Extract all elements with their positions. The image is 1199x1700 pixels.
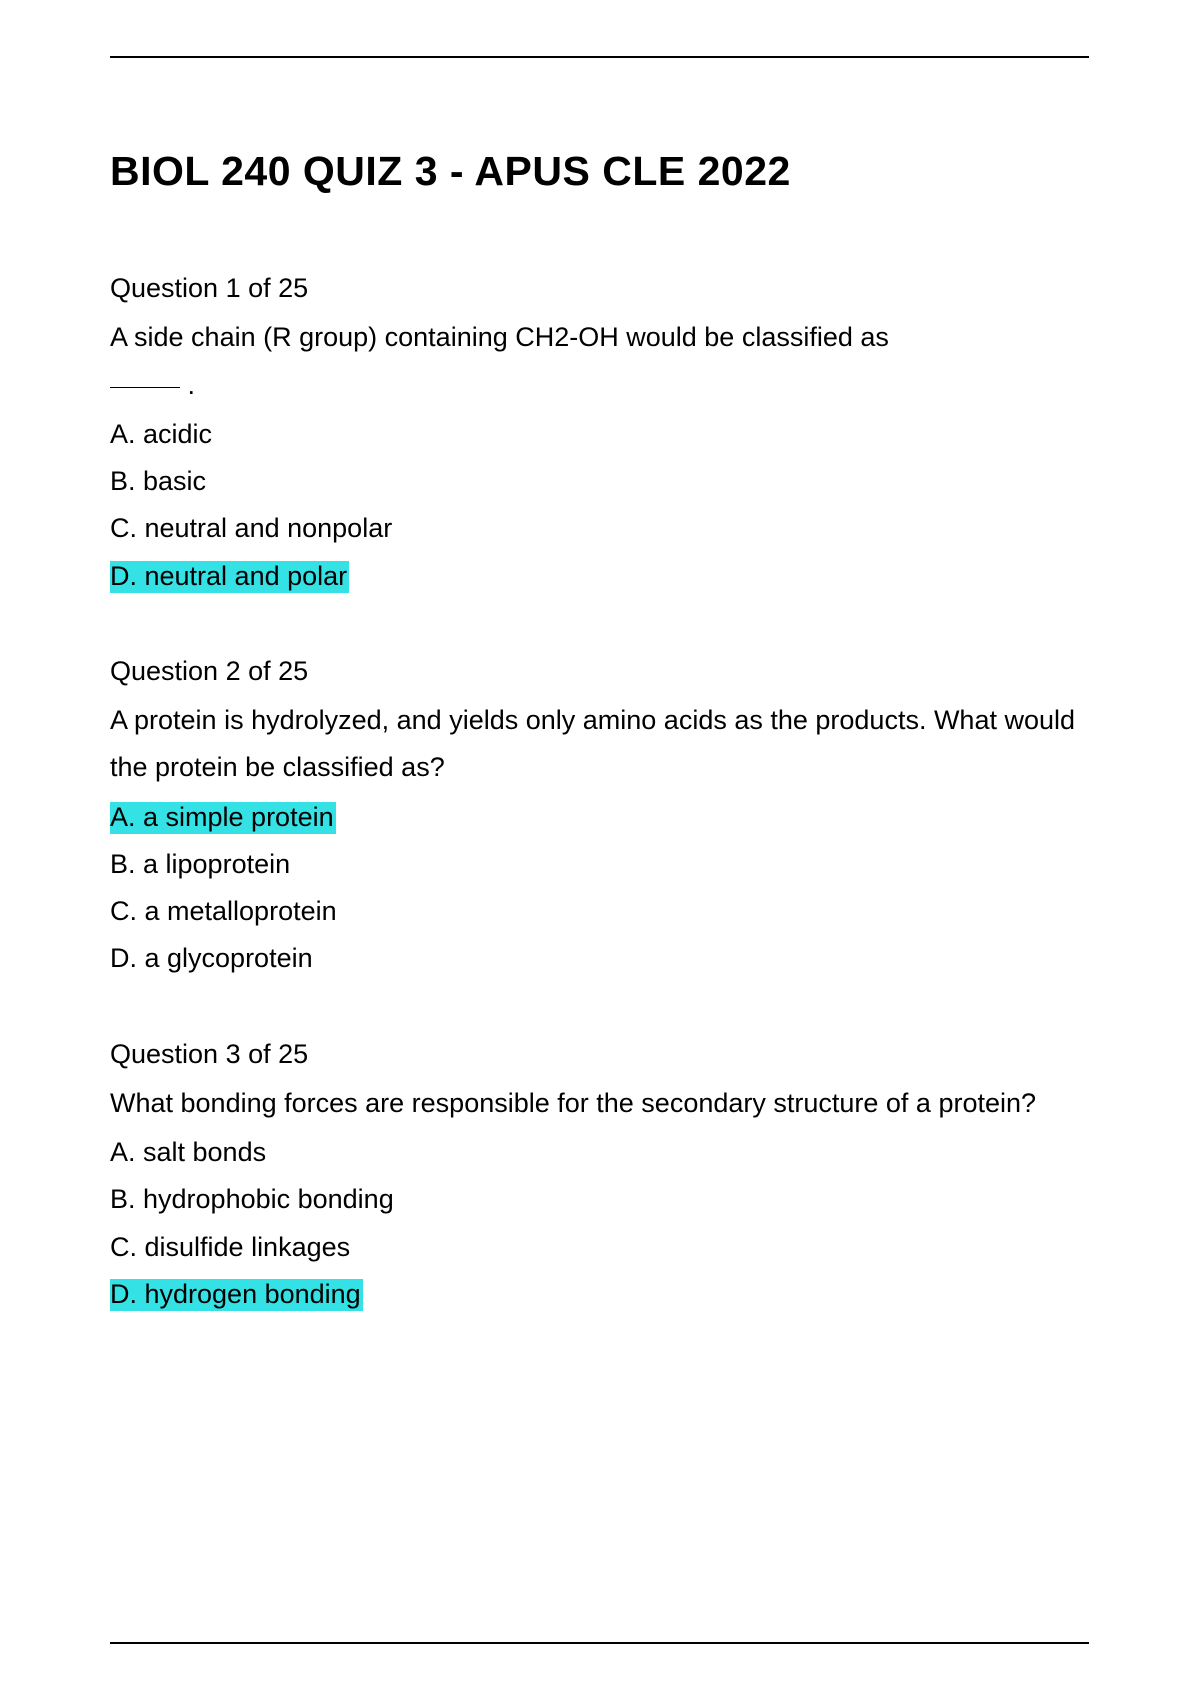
option-label: C. neutral and nonpolar [110, 513, 392, 543]
option: A. a simple protein [110, 794, 1089, 841]
option-label-highlighted: D. neutral and polar [110, 561, 349, 593]
option-label: B. basic [110, 466, 206, 496]
option-label: A. salt bonds [110, 1137, 266, 1167]
question-header: Question 3 of 25 [110, 1031, 1089, 1078]
question-text: A protein is hydrolyzed, and yields only… [110, 697, 1089, 792]
option: C. a metalloprotein [110, 888, 1089, 935]
option: B. basic [110, 458, 1089, 505]
question-text: What bonding forces are responsible for … [110, 1080, 1089, 1127]
question-block: Question 1 of 25 A side chain (R group) … [110, 265, 1089, 600]
question-text-after: . [180, 370, 195, 400]
option-label: B. a lipoprotein [110, 849, 290, 879]
option: D. hydrogen bonding [110, 1271, 1089, 1318]
content-area: Question 1 of 25 A side chain (R group) … [110, 265, 1089, 1318]
document-title: BIOL 240 QUIZ 3 - APUS CLE 2022 [110, 148, 1089, 195]
option: C. neutral and nonpolar [110, 505, 1089, 552]
fill-blank [110, 387, 180, 388]
question-header: Question 2 of 25 [110, 648, 1089, 695]
option: D. a glycoprotein [110, 935, 1089, 982]
option: D. neutral and polar [110, 553, 1089, 600]
option-label: D. a glycoprotein [110, 943, 313, 973]
option-label: A. acidic [110, 419, 212, 449]
page: BIOL 240 QUIZ 3 - APUS CLE 2022 Question… [0, 0, 1199, 1700]
option: C. disulfide linkages [110, 1224, 1089, 1271]
top-divider [110, 56, 1089, 58]
bottom-divider [110, 1642, 1089, 1644]
option: B. a lipoprotein [110, 841, 1089, 888]
question-block: Question 2 of 25 A protein is hydrolyzed… [110, 648, 1089, 983]
question-text-before: A side chain (R group) containing CH2-OH… [110, 322, 889, 352]
option-label: C. a metalloprotein [110, 896, 337, 926]
option-label-highlighted: A. a simple protein [110, 802, 336, 834]
option: B. hydrophobic bonding [110, 1176, 1089, 1223]
option: A. acidic [110, 411, 1089, 458]
option: A. salt bonds [110, 1129, 1089, 1176]
option-label: C. disulfide linkages [110, 1232, 350, 1262]
question-header: Question 1 of 25 [110, 265, 1089, 312]
question-block: Question 3 of 25 What bonding forces are… [110, 1031, 1089, 1319]
option-label: B. hydrophobic bonding [110, 1184, 394, 1214]
option-label-highlighted: D. hydrogen bonding [110, 1279, 363, 1311]
question-text: A side chain (R group) containing CH2-OH… [110, 314, 1089, 409]
